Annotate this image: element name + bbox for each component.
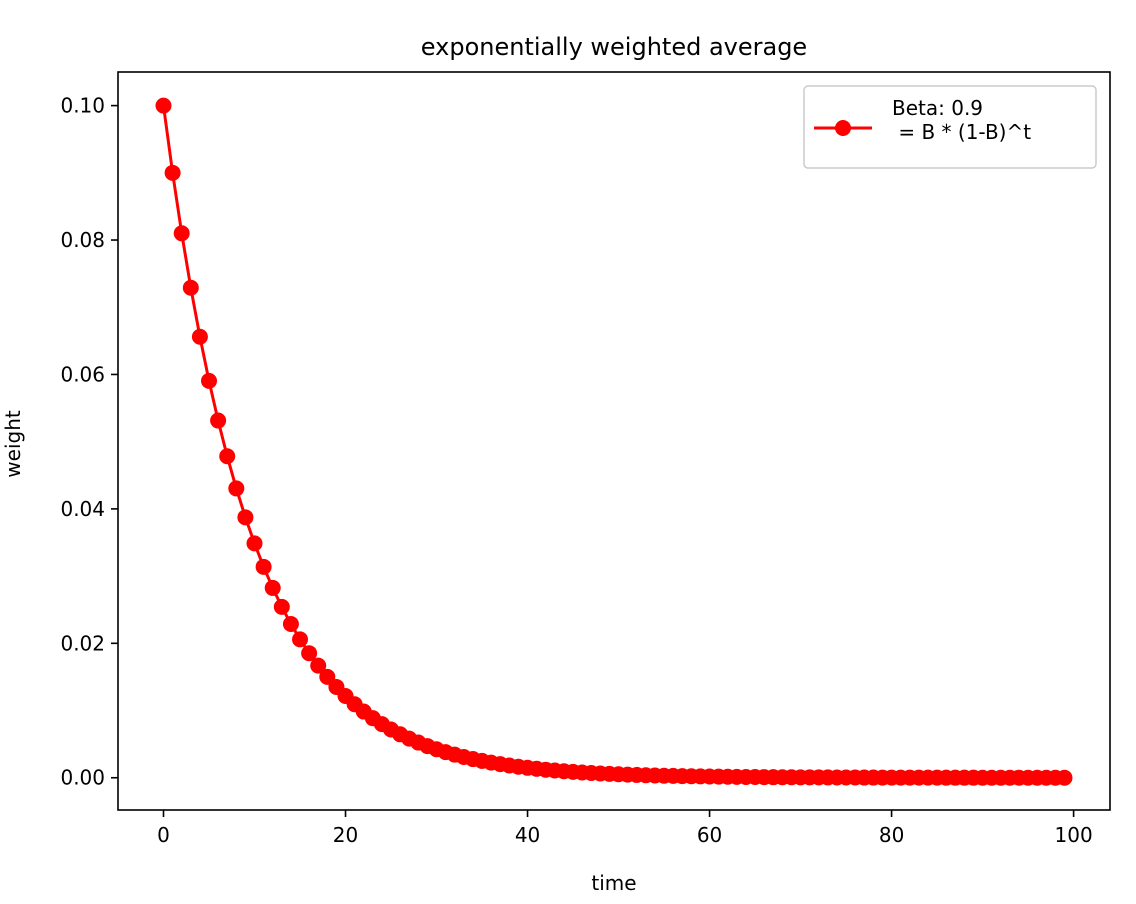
data-point bbox=[282, 615, 299, 632]
y-tick-label: 0.08 bbox=[60, 228, 105, 252]
x-tick-label: 80 bbox=[879, 823, 904, 847]
y-tick-label: 0.00 bbox=[60, 766, 105, 790]
data-point bbox=[164, 164, 181, 181]
x-tick-label: 100 bbox=[1055, 823, 1093, 847]
data-point bbox=[310, 657, 327, 674]
y-tick-label: 0.10 bbox=[60, 94, 105, 118]
y-tick-label: 0.06 bbox=[60, 362, 105, 386]
data-point bbox=[255, 558, 272, 575]
data-point bbox=[210, 412, 227, 429]
legend: Beta: 0.9 = B * (1-B)^t bbox=[803, 85, 1097, 169]
x-tick-label: 60 bbox=[697, 823, 722, 847]
data-point bbox=[228, 480, 245, 497]
legend-label-line: = B * (1-B)^t bbox=[892, 120, 1031, 144]
data-point bbox=[219, 448, 236, 465]
data-point bbox=[173, 225, 190, 242]
data-point bbox=[201, 372, 218, 389]
x-tick-label: 20 bbox=[333, 823, 358, 847]
data-point bbox=[273, 598, 290, 615]
data-point bbox=[237, 509, 254, 526]
y-tick-label: 0.04 bbox=[60, 497, 105, 521]
x-axis: 0 20 40 60 80 100 bbox=[157, 810, 1093, 847]
x-tick-label: 40 bbox=[515, 823, 540, 847]
axes-frame bbox=[117, 71, 1111, 811]
legend-label-line: Beta: 0.9 bbox=[892, 96, 983, 120]
data-point bbox=[155, 97, 172, 114]
y-axis: 0.00 0.02 0.04 0.06 0.08 0.10 bbox=[60, 94, 118, 790]
data-point bbox=[191, 328, 208, 345]
plot-area bbox=[155, 97, 1073, 786]
y-tick-label: 0.02 bbox=[60, 631, 105, 655]
data-point bbox=[246, 535, 263, 552]
data-point bbox=[292, 631, 309, 648]
legend-label: Beta: 0.9 = B * (1-B)^t bbox=[892, 96, 1031, 144]
x-axis-label: time bbox=[591, 871, 636, 895]
x-tick-label: 0 bbox=[157, 823, 170, 847]
data-point bbox=[182, 279, 199, 296]
data-point bbox=[1056, 769, 1073, 786]
legend-box bbox=[803, 85, 1097, 169]
legend-marker-swatch bbox=[835, 120, 851, 136]
y-axis-label: weight bbox=[1, 410, 25, 478]
data-point bbox=[264, 579, 281, 596]
data-point bbox=[301, 645, 318, 662]
chart-title: exponentially weighted average bbox=[421, 33, 807, 61]
